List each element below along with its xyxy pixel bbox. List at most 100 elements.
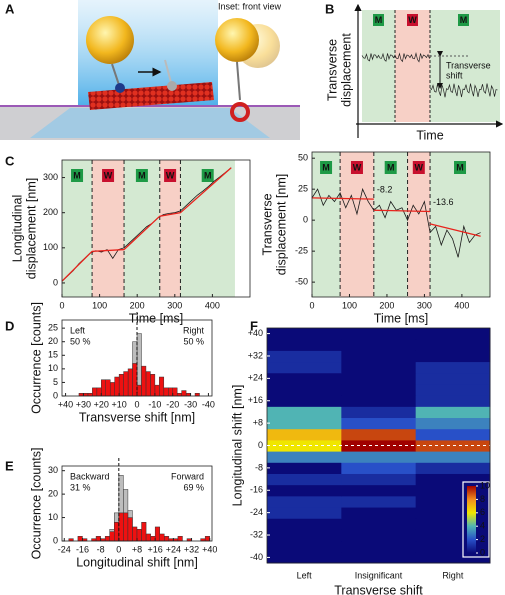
y-axis-label: Longitudinal shift [nm] (230, 385, 244, 507)
y-tick-label: 200 (43, 207, 58, 217)
heatmap-cell (341, 339, 417, 351)
heatmap-cell (267, 462, 342, 474)
panel-label: F (250, 318, 258, 333)
histogram-bar (104, 536, 110, 542)
y-tick-label: +24 (248, 373, 263, 383)
region (92, 160, 125, 297)
histogram-bar (127, 517, 133, 542)
region (159, 160, 181, 297)
x-tick-label: 400 (454, 300, 469, 310)
histogram-bar (127, 368, 133, 397)
histogram-bar (141, 365, 147, 397)
histogram-bar (114, 376, 120, 397)
histogram-bar (136, 529, 142, 542)
histogram-bar (105, 379, 111, 397)
y-axis-label: displacement [nm] (24, 178, 38, 279)
y-tick-label: -24 (250, 507, 263, 517)
histogram-bar (172, 387, 178, 397)
histogram-bar (163, 387, 169, 397)
region-label: W (104, 170, 113, 180)
x-tick-label: 200 (379, 300, 394, 310)
histogram-bar (181, 390, 187, 397)
x-tick-label: +8 (132, 544, 142, 554)
x-tick-label: 100 (92, 300, 107, 310)
heatmap-cell (267, 417, 342, 430)
region (312, 152, 341, 297)
heatmap-cell (415, 372, 491, 385)
heatmap-cell (267, 395, 342, 407)
x-axis-label: Transverse shift [nm] (79, 410, 195, 424)
colorbar-tick-label: 2 (480, 534, 485, 544)
heatmap-cell (341, 383, 417, 396)
histogram-bar (96, 387, 102, 397)
y-axis-label: Transverse (325, 39, 339, 101)
heatmap-cell (341, 350, 417, 363)
x-tick-label: -24 (58, 544, 71, 554)
x-axis-label: Time [ms] (129, 311, 183, 325)
heatmap-cell (341, 417, 417, 430)
histogram-bar (109, 382, 115, 397)
y-tick-label: 30 (48, 465, 58, 475)
region-badge (454, 161, 467, 174)
plot-frame (61, 159, 251, 298)
note: Left (70, 325, 86, 335)
heatmap-cell (341, 551, 417, 564)
y-tick-label: -25 (295, 246, 308, 256)
histogram-bar (95, 536, 101, 542)
note: Backward (70, 471, 110, 481)
y-tick-label: 20 (48, 489, 58, 499)
heatmap-cell (267, 339, 342, 351)
y-tick-label: -16 (250, 485, 263, 495)
region-label: W (415, 162, 424, 172)
heatmap-cell (267, 507, 342, 519)
x-tick-label: 0 (134, 399, 139, 409)
heatmap-cell (415, 328, 491, 340)
region (340, 152, 374, 297)
region (430, 152, 490, 297)
region-label: M (73, 170, 81, 180)
histogram-bar (185, 393, 191, 397)
plot-frame (311, 151, 491, 298)
x-tick-label: 0 (116, 544, 121, 554)
heatmap-cell (267, 451, 342, 463)
x-tick-label: -20 (166, 399, 179, 409)
region-badge (412, 161, 425, 174)
y-tick-label: +40 (248, 328, 263, 338)
region-label: W (166, 170, 175, 180)
y-tick-label: -40 (250, 552, 263, 562)
colorbar-tick-label: 0 (480, 547, 485, 557)
x-axis-label: Transverse shift (334, 583, 423, 595)
schematic-trace (429, 83, 498, 98)
region-label: W (408, 15, 417, 25)
colorbar-tick-label: 10 (480, 480, 490, 490)
heatmap-cell (341, 495, 417, 508)
x-tick-label: 0 (59, 300, 64, 310)
panel-label: C (5, 153, 15, 168)
region-badge (320, 161, 333, 174)
region-label: W (353, 162, 362, 172)
heatmap-cell (415, 484, 491, 497)
x-tick-label: 300 (417, 300, 432, 310)
region-badge (102, 169, 115, 182)
note: Right (183, 325, 205, 335)
heatmap-cell (341, 518, 417, 530)
panel-label: D (5, 318, 14, 333)
region-label: M (375, 15, 383, 25)
x-axis-label: Time [ms] (374, 311, 428, 325)
histogram-bar (109, 531, 115, 542)
x-tick-label: 300 (167, 300, 182, 310)
y-tick-label: 20 (48, 336, 58, 346)
region (407, 152, 431, 297)
y-tick-label: 10 (48, 512, 58, 522)
heatmap-cell (267, 551, 342, 564)
annotation: shift (446, 70, 463, 80)
heatmap-cell (415, 473, 491, 486)
inset-label: Inset: front view (218, 1, 282, 11)
x-tick-label: -40 (202, 399, 215, 409)
region-label: M (387, 162, 395, 172)
region-badge (71, 169, 84, 182)
x-tick-label: -10 (148, 399, 161, 409)
heatmap-cell (415, 395, 491, 407)
histogram-bar (164, 536, 170, 542)
